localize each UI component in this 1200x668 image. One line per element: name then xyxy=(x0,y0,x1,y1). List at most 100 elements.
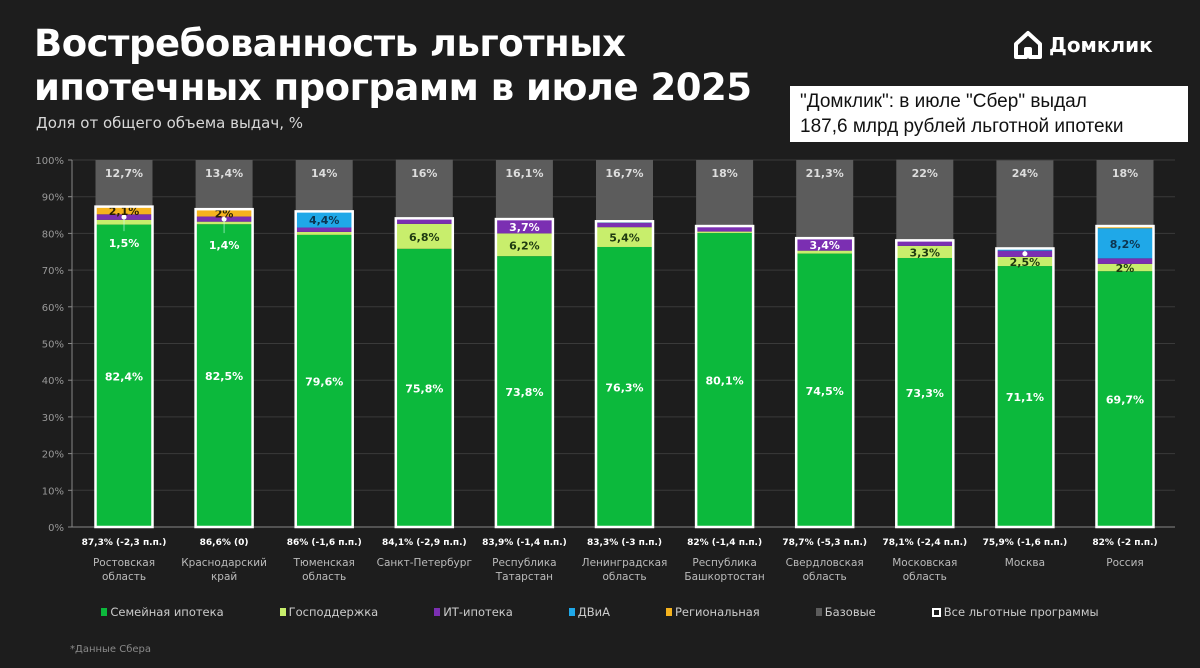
bar-segment-family xyxy=(596,246,653,527)
category-label: область xyxy=(302,571,346,583)
bar-segment-gos xyxy=(996,256,1054,267)
total-label: 86% (-1,6 п.п.) xyxy=(287,538,362,548)
bar-segment-family xyxy=(1096,271,1154,527)
total-label: 87,3% (-2,3 п.п.) xyxy=(82,538,167,548)
y-tick-label: 70% xyxy=(42,266,64,277)
total-label: 75,9% (-1,6 п.п.) xyxy=(983,538,1068,548)
bar-segment-it xyxy=(295,227,353,232)
y-tick-label: 0% xyxy=(48,523,64,534)
data-label-dvia: 8,2% xyxy=(1110,238,1141,251)
category-label: Ростовская xyxy=(93,557,155,569)
legend-item: Региональная xyxy=(665,605,760,619)
bar-segment-base xyxy=(796,160,854,239)
bar-segment-base xyxy=(495,160,553,220)
bar-segment-family xyxy=(95,224,153,528)
data-label-gos: 2% xyxy=(1116,262,1135,275)
bar-segment-reg xyxy=(195,209,253,217)
bar-segment-family xyxy=(696,233,754,527)
data-label-family: 74,5% xyxy=(806,385,844,398)
title-line-1: Востребованность льготных xyxy=(34,22,626,65)
data-label-base: 13,4% xyxy=(205,167,243,180)
news-caption: "Домклик": в июле "Сбер" выдал 187,6 млр… xyxy=(790,86,1188,142)
bar-segment-family xyxy=(195,224,253,527)
bar-segment-it xyxy=(896,240,954,246)
category-label: Свердловская xyxy=(786,557,864,569)
category-label: Республика xyxy=(692,557,756,569)
bar-segment-family xyxy=(896,257,954,527)
data-label-base: 22% xyxy=(912,167,938,180)
privileged-total-outline xyxy=(594,220,655,529)
category-label: Московская xyxy=(892,557,957,569)
bar-segment-reg xyxy=(95,206,153,215)
data-label-base: 18% xyxy=(711,167,737,180)
bar-segment-base xyxy=(896,159,954,241)
category-label: край xyxy=(211,571,237,583)
bar-segment-base xyxy=(95,160,153,207)
privileged-total-outline xyxy=(995,247,1055,529)
total-label: 82% (-2 п.п.) xyxy=(1092,538,1157,548)
bar-segment-it xyxy=(696,226,754,232)
bar-segment-family xyxy=(295,234,353,528)
bar-segment-family xyxy=(395,248,453,527)
bar-segment-dvia xyxy=(1096,228,1154,259)
legend-item: ДВиА xyxy=(568,605,610,619)
data-label-base: 16% xyxy=(411,167,437,180)
y-tick-label: 50% xyxy=(42,340,64,351)
chart-legend: Семейная ипотека Господдержка ИТ-ипотека ДВ… xyxy=(0,605,1200,619)
y-tick-label: 80% xyxy=(42,229,64,240)
privileged-total-outline xyxy=(694,224,755,529)
data-label-it: 1,5% xyxy=(109,237,140,250)
category-label: Краснодарский xyxy=(181,557,267,569)
total-label: 83,3% (-3 п.п.) xyxy=(587,538,662,548)
data-label-family: 76,3% xyxy=(605,381,643,394)
bar-segment-gos xyxy=(395,223,453,249)
y-tick-label: 40% xyxy=(42,376,64,387)
legend-label: Господдержка xyxy=(288,605,379,619)
bar-segment-base xyxy=(696,160,754,227)
legend-item: Семейная ипотека xyxy=(101,605,224,619)
privileged-total-outline xyxy=(394,217,455,529)
data-label-it: 3,7% xyxy=(509,221,540,234)
data-label-family: 75,8% xyxy=(405,382,443,395)
news-line-2: 187,6 млрд рублей льготной ипотеки xyxy=(800,116,1124,137)
bar-segment-gos xyxy=(1096,263,1154,272)
bar-segment-base xyxy=(1096,160,1154,227)
bar-segment-it xyxy=(495,219,553,234)
bar-segment-family xyxy=(495,256,553,527)
y-tick-label: 10% xyxy=(42,486,64,497)
legend-swatch xyxy=(101,608,108,616)
chart-subtitle: Доля от общего объема выдач, % xyxy=(36,114,303,132)
y-tick-label: 20% xyxy=(42,450,64,461)
category-label: область xyxy=(803,571,847,583)
title-line-2: ипотечных программ в июле 2025 xyxy=(34,66,752,109)
news-line-1: "Домклик": в июле "Сбер" выдал xyxy=(800,91,1087,112)
bar-segment-gos xyxy=(495,233,553,257)
category-label: Татарстан xyxy=(495,571,553,583)
bar-segment-it xyxy=(1096,258,1154,264)
privileged-total-outline xyxy=(1095,224,1155,529)
bar-segment-it xyxy=(796,238,854,251)
bar-segment-it xyxy=(596,222,653,228)
legend-swatch xyxy=(665,608,672,616)
data-label-gos: 6,2% xyxy=(509,239,540,252)
y-tick-label: 90% xyxy=(42,193,64,204)
data-label-base: 21,3% xyxy=(806,167,844,180)
data-label-family: 73,3% xyxy=(906,387,944,400)
data-label-family: 82,5% xyxy=(205,370,243,383)
data-label-base: 16,7% xyxy=(605,167,643,180)
domclick-logo: Домклик xyxy=(1013,30,1153,60)
bar-segment-dvia xyxy=(295,211,353,228)
category-label: Тюменская xyxy=(293,557,355,569)
bar-segment-base xyxy=(295,160,353,212)
category-label: Башкортостан xyxy=(684,571,764,583)
category-label: Ленинградская xyxy=(582,557,668,569)
legend-item: Господдержка xyxy=(279,605,379,619)
category-label: Санкт-Петербург xyxy=(377,557,472,569)
data-label-base: 16,1% xyxy=(505,167,543,180)
bar-segment-gos xyxy=(696,231,754,234)
legend-swatch xyxy=(279,608,286,616)
data-label-gos: 5,4% xyxy=(609,232,640,245)
privileged-total-outline xyxy=(794,236,855,529)
bar-segment-base xyxy=(195,160,253,210)
data-label-reg: 2% xyxy=(215,207,234,220)
